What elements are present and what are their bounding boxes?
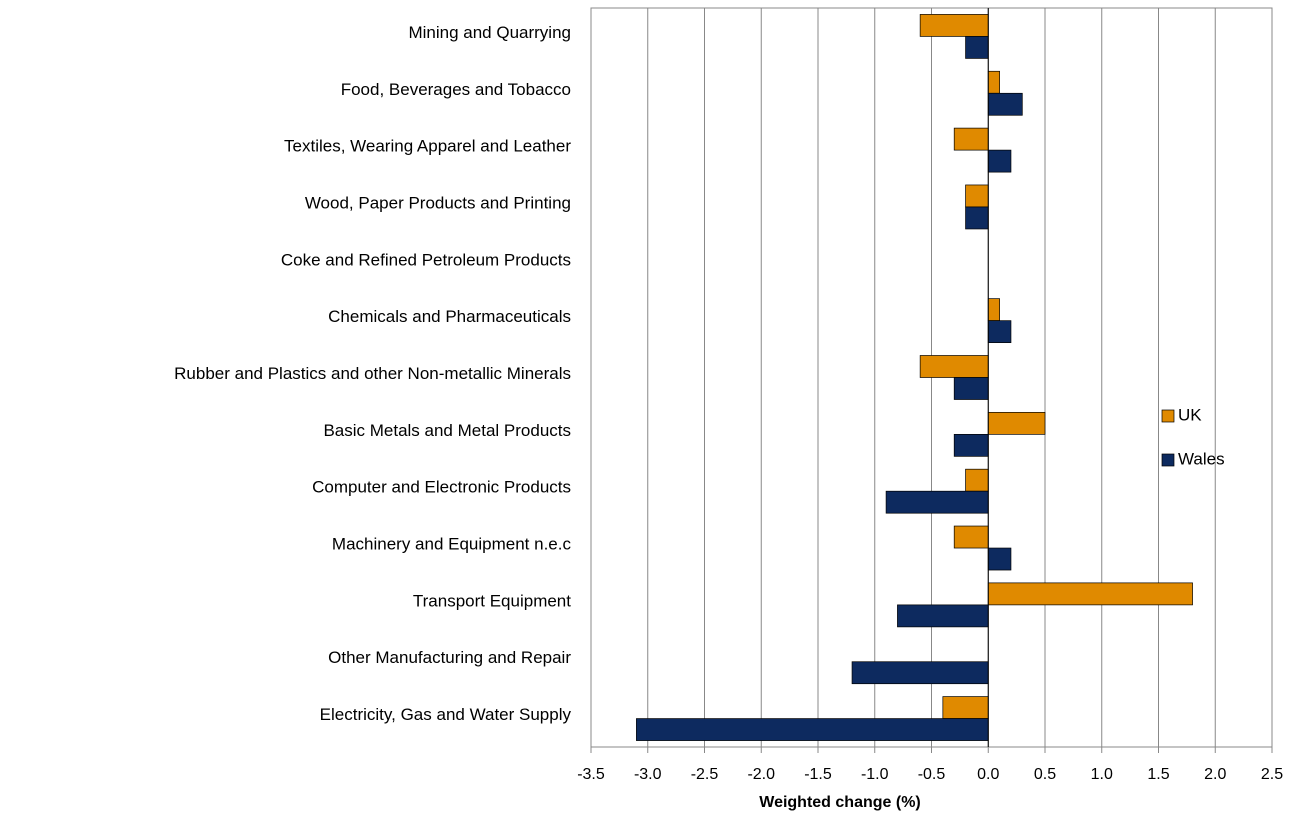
x-tick-label: 1.0 (1091, 766, 1113, 783)
y-tick-label: Other Manufacturing and Repair (328, 648, 571, 667)
x-tick-label: -3.5 (577, 766, 605, 783)
bar (953, 127, 989, 151)
x-tick-label: 0.5 (1034, 766, 1056, 783)
bar (987, 411, 1046, 435)
legend-label: UK (1178, 405, 1202, 424)
y-tick-label: Transport Equipment (413, 591, 571, 610)
y-tick-label: Rubber and Plastics and other Non-metall… (174, 364, 571, 383)
x-tick-label: -3.0 (634, 766, 662, 783)
x-tick-label: -2.0 (747, 766, 775, 783)
legend-label: Wales (1178, 449, 1225, 468)
y-tick-label: Mining and Quarrying (408, 23, 571, 42)
x-axis-label: Weighted change (%) (759, 794, 921, 811)
bar (987, 320, 1012, 344)
bar (919, 14, 989, 37)
bar (987, 582, 1193, 606)
bar (953, 433, 989, 457)
y-tick-label: Wood, Paper Products and Printing (305, 193, 571, 212)
bar (987, 298, 1000, 322)
bar (987, 92, 1023, 116)
legend-swatch (1161, 453, 1175, 467)
bar (885, 490, 989, 514)
bar (987, 70, 1000, 94)
x-tick-label: -2.5 (691, 766, 719, 783)
bar (987, 547, 1012, 571)
bar (965, 184, 989, 208)
x-tick-label: -0.5 (918, 766, 946, 783)
bar (953, 377, 989, 400)
bar (987, 149, 1012, 173)
y-tick-label: Chemicals and Pharmaceuticals (328, 307, 571, 326)
bar (636, 718, 989, 741)
y-tick-label: Coke and Refined Petroleum Products (281, 250, 571, 269)
y-tick-label: Food, Beverages and Tobacco (341, 80, 571, 99)
bar (953, 525, 989, 549)
bar (965, 206, 989, 230)
bar (919, 355, 989, 378)
x-tick-label: 0.0 (977, 766, 999, 783)
bar (942, 696, 989, 719)
y-tick-label: Basic Metals and Metal Products (323, 421, 571, 440)
x-tick-label: 2.0 (1204, 766, 1226, 783)
plot-border (590, 7, 1273, 748)
y-tick-label: Electricity, Gas and Water Supply (320, 705, 572, 724)
bar (851, 661, 989, 685)
y-tick-label: Computer and Electronic Products (312, 478, 571, 497)
x-tick-label: 2.5 (1261, 766, 1283, 783)
x-tick-label: -1.0 (861, 766, 889, 783)
bar (965, 468, 989, 492)
x-tick-label: -1.5 (804, 766, 832, 783)
bar (965, 36, 989, 59)
bar (897, 604, 989, 628)
legend-swatch (1161, 409, 1175, 423)
y-tick-label: Textiles, Wearing Apparel and Leather (284, 137, 571, 156)
y-tick-label: Machinery and Equipment n.e.c (332, 535, 572, 554)
x-tick-label: 1.5 (1147, 766, 1169, 783)
